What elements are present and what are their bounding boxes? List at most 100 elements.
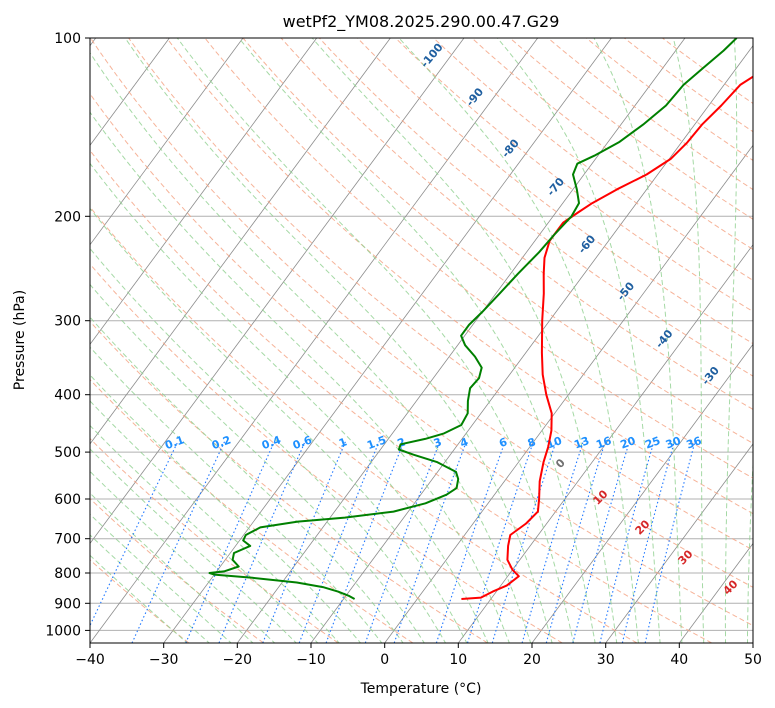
isotherm-line	[678, 542, 753, 643]
mixing-ratio-label: 25	[643, 434, 662, 451]
mixing-ratio-line	[599, 441, 655, 643]
dewpoint-profile-line	[208, 38, 738, 600]
sounding-profiles	[208, 38, 753, 600]
moist-adiabat-line	[90, 111, 510, 643]
dry-adiabat-line	[166, 38, 753, 515]
dry-adiabat-line	[128, 38, 753, 551]
mixing-ratio-label: 6	[497, 435, 509, 450]
background-lines	[90, 38, 753, 643]
dry-adiabat-line	[280, 38, 753, 410]
dry-adiabat-label: -100	[418, 41, 446, 71]
dry-adiabat-line	[90, 149, 712, 643]
dry-adiabat-line	[662, 38, 753, 105]
mixing-ratio-label: 3	[432, 435, 444, 450]
mixing-ratio-line	[298, 441, 380, 643]
dry-adiabat-line	[90, 38, 753, 588]
mixing-ratio-label: 0.4	[260, 433, 283, 452]
moist-adiabat-line	[672, 38, 705, 643]
isotherm-line	[310, 45, 753, 643]
mixing-ratio-label: 16	[594, 434, 613, 452]
moist-adiabat-label: 30	[676, 547, 696, 567]
dry-adiabat-line	[318, 38, 753, 377]
moist-adiabat-line	[90, 534, 210, 643]
x-axis-label: Temperature (°C)	[360, 681, 482, 697]
x-tick-label: 20	[523, 652, 541, 668]
moist-adiabat-line	[593, 38, 683, 643]
y-tick-label: 200	[54, 209, 81, 225]
mixing-ratio-line	[466, 441, 534, 643]
moist-adiabat-line	[90, 374, 362, 643]
mixing-ratio-line	[644, 441, 696, 643]
x-tick-label: −20	[223, 652, 253, 668]
mixing-ratio-label: 4	[458, 435, 470, 450]
moist-adiabat-line	[90, 400, 340, 643]
dry-adiabat-line	[90, 263, 563, 643]
isotherm-line	[384, 144, 753, 643]
x-tick-label: −40	[75, 652, 105, 668]
dry-adiabat-line	[509, 38, 753, 220]
isotherm-line	[531, 343, 753, 643]
dry-adiabat-label: -90	[463, 85, 486, 109]
dry-adiabat-line	[90, 559, 190, 643]
dry-adiabat-label: -70	[544, 175, 567, 199]
isotherm-line	[163, 38, 612, 643]
mixing-ratio-line	[185, 441, 275, 643]
y-tick-label: 500	[54, 445, 81, 461]
moist-adiabat-line	[90, 492, 254, 643]
mixing-ratio-label: 8	[526, 435, 538, 450]
mixing-ratio-label: 36	[685, 434, 704, 452]
dry-adiabat-line	[90, 437, 339, 643]
moist-adiabat-line	[90, 424, 319, 643]
isotherm-line	[90, 38, 170, 146]
isotherm-line	[90, 38, 244, 246]
dry-adiabat-label: -20	[751, 393, 774, 417]
moist-adiabat-line	[90, 448, 298, 643]
line-labels: 0.1 0.2 0.4 0.6 1 1.5 2 3 4 6 8 10 13 16 20 25 30 36-100-…	[163, 41, 774, 598]
chart-title: wetPf2_YM08.2025.290.00.47.G29	[283, 12, 560, 32]
mixing-ratio-line	[435, 441, 506, 643]
x-tick-label: 10	[449, 652, 467, 668]
dry-adiabat-line	[90, 320, 488, 643]
mixing-ratio-line	[572, 441, 630, 643]
y-tick-label: 400	[54, 388, 81, 404]
dry-adiabat-line	[90, 206, 638, 643]
mixing-ratio-label: 13	[572, 434, 591, 451]
dry-adiabat-line	[395, 38, 753, 313]
plot-frame	[89, 37, 754, 644]
moist-adiabat-line	[747, 454, 753, 643]
mixing-ratio-line	[364, 441, 441, 643]
moist-adiabat-line	[90, 513, 232, 643]
dry-adiabat-label: -50	[614, 279, 637, 303]
x-tick-label: 50	[744, 652, 762, 668]
isotherm-line	[90, 38, 318, 346]
isotherm-line	[90, 38, 465, 545]
isotherm-line	[605, 443, 753, 643]
mixing-ratio-line	[393, 441, 467, 643]
x-tick-label: 0	[380, 652, 389, 668]
moist-adiabat-line	[90, 283, 425, 643]
y-tick-label: 800	[54, 566, 81, 582]
dry-adiabat-line	[433, 38, 753, 281]
x-tick-label: −30	[149, 652, 179, 668]
mixing-ratio-label: 0.1	[163, 433, 186, 452]
moist-adiabat-label: 40	[721, 577, 741, 597]
isotherm-line	[90, 38, 539, 643]
isotherm-line	[457, 244, 753, 643]
y-tick-label: 100	[54, 31, 81, 47]
x-tick-label: 30	[597, 652, 615, 668]
x-tick-label: 40	[670, 652, 688, 668]
y-tick-label: 300	[54, 314, 81, 330]
mixing-ratio-line	[131, 441, 226, 643]
y-tick-label: 600	[54, 492, 81, 508]
mixing-ratio-label: 1.5	[365, 433, 388, 452]
x-tick-label: −10	[296, 652, 326, 668]
dry-adiabat-line	[90, 92, 753, 627]
mixing-ratio-label: 1	[337, 435, 349, 450]
moist-adiabat-line	[497, 38, 661, 643]
mixing-ratio-label: 0.6	[291, 433, 314, 452]
moist-adiabat-line	[398, 38, 639, 643]
y-tick-label: 900	[54, 596, 81, 612]
dry-adiabat-label: -40	[653, 327, 676, 351]
dry-adiabat-label: -30	[699, 364, 722, 388]
